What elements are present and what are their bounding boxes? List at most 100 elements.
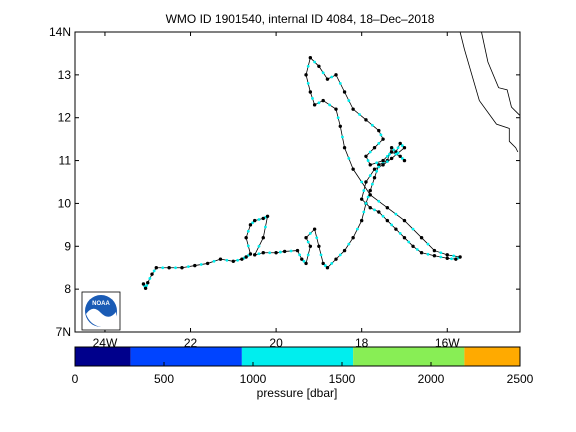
track-mid-point bbox=[398, 232, 402, 235]
colorbar-tick-label: 1500 bbox=[329, 372, 356, 386]
track-point bbox=[419, 251, 424, 255]
track-mid-point bbox=[366, 195, 370, 199]
track-point bbox=[458, 255, 462, 259]
track-mid-point bbox=[439, 251, 443, 255]
track-point bbox=[231, 259, 236, 263]
track-point bbox=[300, 257, 304, 261]
track-mid-point bbox=[236, 258, 239, 262]
colorbar-ticks: 0 500 1000 1500 2000 2500 bbox=[72, 362, 534, 386]
track-point bbox=[394, 227, 398, 231]
y-tick-label: 7N bbox=[56, 325, 71, 339]
colorbar-tick-label: 2500 bbox=[507, 372, 534, 386]
track-mid-point bbox=[400, 144, 404, 147]
track-point bbox=[432, 248, 437, 253]
track-point bbox=[372, 146, 377, 150]
track-point bbox=[381, 158, 385, 163]
track-mid-point bbox=[289, 249, 293, 253]
track-mid-point bbox=[306, 240, 310, 244]
track-mid-point bbox=[379, 133, 383, 137]
track-mid-point bbox=[225, 258, 229, 262]
y-tick-label: 10 bbox=[58, 196, 72, 210]
track-mid-point bbox=[257, 218, 261, 221]
y-tick-label: 8 bbox=[64, 282, 71, 296]
track-mid-point bbox=[161, 266, 165, 270]
y-tick-label: 13 bbox=[58, 68, 72, 82]
track-mid-point bbox=[251, 221, 254, 225]
coastline-2 bbox=[459, 31, 519, 153]
track-mid-point bbox=[392, 148, 396, 152]
track-point bbox=[253, 253, 257, 257]
track-mid-point bbox=[356, 227, 359, 231]
track-mid-point bbox=[400, 157, 404, 160]
colorbar-bands bbox=[75, 347, 520, 366]
track-point bbox=[141, 282, 146, 286]
track-mid-point bbox=[415, 248, 419, 251]
track-point bbox=[445, 253, 449, 257]
track-mid-point bbox=[411, 227, 415, 231]
track-point bbox=[351, 236, 355, 240]
track-mid-point bbox=[373, 208, 376, 212]
track-mid-point bbox=[323, 264, 327, 267]
colorbar-tick-label: 500 bbox=[154, 372, 174, 386]
track-mid-point bbox=[313, 60, 317, 64]
track-mid-point bbox=[347, 242, 351, 246]
track-point bbox=[261, 251, 265, 255]
track-point bbox=[389, 156, 394, 161]
track-mid-point bbox=[396, 146, 400, 150]
track-mid-point bbox=[306, 253, 310, 257]
track-mid-point bbox=[368, 174, 372, 177]
track-point bbox=[312, 227, 317, 231]
track-mid-point bbox=[341, 135, 344, 139]
track-point bbox=[304, 261, 308, 266]
colorbar-tick-label: 2000 bbox=[418, 372, 445, 386]
track-point bbox=[454, 257, 458, 261]
track-point bbox=[308, 56, 313, 60]
chart-title: WMO ID 1901540, internal ID 4084, 18–Dec… bbox=[166, 12, 435, 26]
track-mid-point bbox=[321, 71, 325, 75]
track-point bbox=[154, 266, 158, 270]
coastline-1 bbox=[481, 31, 521, 116]
track-mid-point bbox=[375, 169, 379, 173]
track-mid-point bbox=[385, 160, 389, 164]
track-mid-point bbox=[375, 161, 379, 165]
track-point bbox=[377, 128, 381, 133]
track-mid-point bbox=[426, 252, 430, 256]
track-point bbox=[398, 141, 402, 146]
track-point bbox=[317, 64, 321, 68]
track-point bbox=[402, 236, 407, 240]
track-point bbox=[419, 236, 424, 240]
track-mid-point bbox=[396, 151, 400, 155]
track-mid-point bbox=[199, 263, 203, 266]
track-point bbox=[304, 73, 308, 77]
track-point bbox=[253, 218, 257, 223]
track-mid-point bbox=[366, 159, 370, 162]
track-mid-point bbox=[278, 250, 282, 254]
track-point bbox=[364, 180, 368, 184]
track-point bbox=[312, 103, 317, 107]
noaa-logo: NOAA bbox=[81, 291, 121, 331]
track-point bbox=[368, 206, 372, 210]
track-mid-point bbox=[257, 252, 261, 256]
track-point bbox=[261, 216, 265, 221]
track-point bbox=[338, 124, 342, 128]
track-point bbox=[402, 146, 407, 150]
track-point bbox=[167, 266, 171, 270]
track-point bbox=[248, 223, 253, 227]
track-mid-point bbox=[394, 212, 398, 216]
track-mid-point bbox=[145, 284, 149, 287]
track-mid-point bbox=[246, 229, 250, 233]
track-point bbox=[364, 118, 368, 122]
track-point bbox=[295, 248, 300, 253]
track-point bbox=[205, 261, 210, 266]
track-point bbox=[351, 107, 355, 111]
track-point bbox=[325, 266, 330, 270]
track-mid-point bbox=[308, 232, 312, 235]
track-mid-point bbox=[257, 244, 261, 248]
track-mid-point bbox=[317, 101, 321, 105]
track-point bbox=[432, 254, 437, 258]
track-mid-point bbox=[336, 116, 340, 120]
track-point bbox=[282, 249, 287, 254]
track-mid-point bbox=[450, 257, 453, 261]
track-mid-point bbox=[306, 82, 310, 85]
